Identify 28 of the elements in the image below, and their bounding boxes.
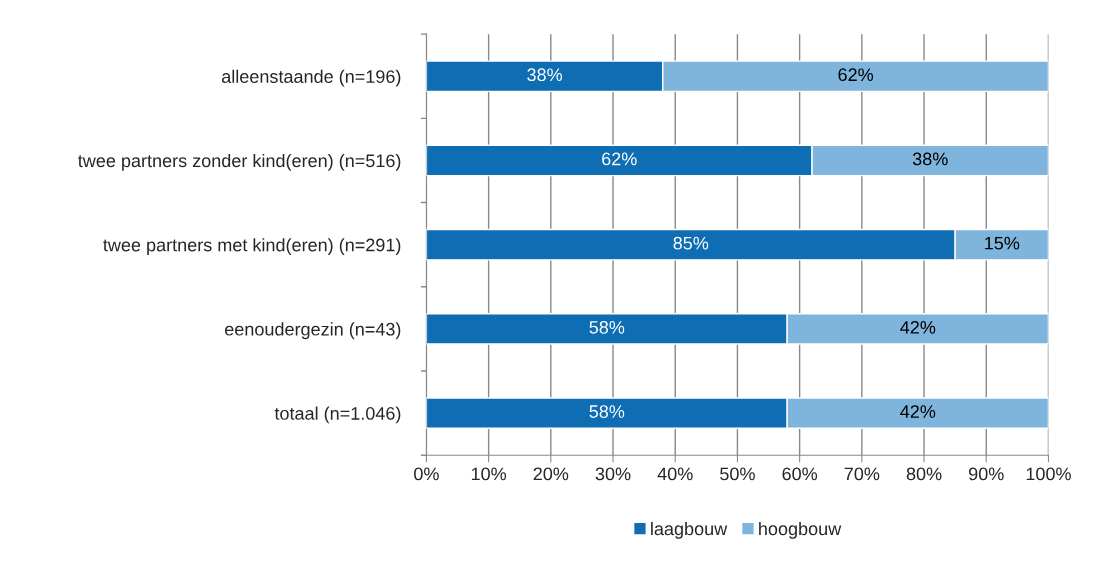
data-label: 15%: [985, 236, 1020, 250]
x-tick-label: 80%: [906, 467, 942, 481]
x-tick-label: 50%: [720, 467, 755, 481]
x-tick-label: 20%: [533, 467, 569, 481]
x-tick-label: 90%: [969, 467, 1004, 481]
data-label: 58%: [589, 405, 625, 418]
data-label: 58%: [589, 320, 625, 334]
data-label: 85%: [673, 236, 709, 250]
x-tick-label: 100%: [1026, 467, 1071, 481]
data-label: 38%: [912, 152, 948, 166]
data-label: 62%: [838, 68, 874, 82]
legend-label: hoogbouw: [759, 521, 842, 539]
y-tick-label: twee partners zonder kind(eren) (n=516): [78, 153, 401, 171]
legend-label: laagbouw: [651, 521, 728, 539]
y-tick-label: totaal (n=1.046): [274, 406, 401, 424]
data-label: 42%: [900, 405, 936, 418]
y-tick-label: twee partners met kind(eren) (n=291): [103, 238, 401, 255]
x-tick-label: 70%: [844, 467, 880, 481]
data-label: 38%: [527, 68, 563, 82]
x-tick-label: 40%: [657, 467, 693, 481]
y-tick-label: eenoudergezin (n=43): [225, 322, 401, 340]
x-tick-label: 60%: [782, 467, 818, 481]
data-label: 62%: [602, 152, 637, 166]
x-tick-label: 10%: [471, 467, 507, 481]
x-tick-label: 0%: [414, 467, 439, 481]
x-tick-label: 30%: [595, 467, 631, 481]
y-tick-label: alleenstaande (n=196): [222, 69, 401, 87]
data-label: 42%: [900, 320, 936, 334]
